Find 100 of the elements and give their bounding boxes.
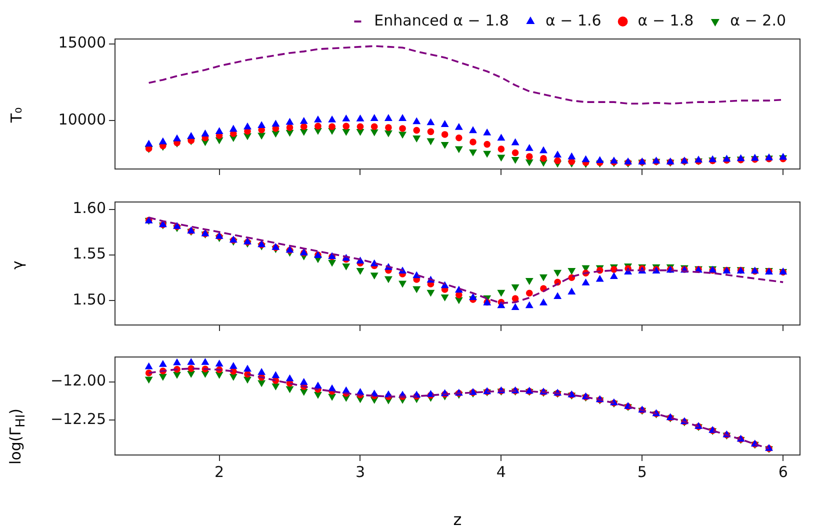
point	[539, 274, 548, 282]
point	[582, 155, 590, 162]
point	[314, 382, 322, 389]
point	[158, 374, 167, 381]
point	[328, 123, 336, 130]
point	[511, 138, 520, 146]
point	[187, 132, 196, 139]
point	[328, 394, 336, 401]
point	[370, 272, 378, 280]
point	[441, 131, 448, 138]
point	[526, 153, 533, 160]
point	[596, 274, 604, 282]
point	[525, 301, 534, 308]
point	[610, 272, 618, 280]
point	[427, 128, 434, 136]
point	[426, 118, 435, 126]
point	[398, 132, 407, 139]
point	[272, 383, 280, 390]
y-tick-label: 1.60	[72, 199, 106, 218]
x-tick-label: 3	[355, 462, 366, 481]
point	[173, 358, 181, 366]
point	[356, 123, 364, 130]
y-tick-label: 15000	[58, 34, 106, 52]
point	[456, 134, 462, 142]
point	[258, 121, 266, 128]
point	[456, 292, 462, 298]
point	[187, 358, 196, 365]
x-axis-title: z	[452, 510, 463, 529]
point	[244, 364, 252, 372]
point	[144, 376, 153, 384]
point	[229, 124, 238, 132]
point	[314, 392, 322, 399]
point	[229, 374, 238, 381]
point	[258, 380, 266, 388]
point	[342, 263, 350, 270]
legend-label: α − 1.6	[545, 11, 602, 30]
line-series	[148, 45, 784, 105]
point	[512, 295, 519, 302]
point	[568, 152, 576, 160]
point	[413, 126, 420, 134]
point	[483, 128, 492, 136]
y-axis-title: γ	[8, 260, 26, 270]
point	[540, 155, 547, 162]
point	[158, 137, 167, 144]
legend-label: Enhanced α − 1.8	[374, 11, 509, 30]
point	[470, 138, 476, 146]
point	[328, 115, 336, 122]
point	[511, 284, 520, 292]
point	[498, 146, 505, 152]
point	[568, 268, 576, 275]
point	[258, 368, 266, 375]
point	[384, 276, 392, 284]
point	[440, 294, 449, 302]
point	[779, 152, 788, 160]
point	[469, 126, 477, 134]
x-tick-label: 4	[496, 462, 506, 481]
point	[342, 128, 350, 136]
x-tick-label: 2	[214, 462, 224, 481]
point	[356, 114, 364, 122]
point	[201, 358, 210, 365]
point	[215, 360, 224, 367]
point	[412, 117, 421, 124]
point	[539, 146, 548, 154]
point	[525, 144, 534, 151]
y-tick-label: −12.00	[50, 372, 106, 390]
legend-label: α − 2.0	[730, 11, 786, 30]
point	[582, 278, 590, 286]
point	[440, 142, 449, 149]
point	[554, 150, 562, 158]
point	[469, 150, 477, 156]
point	[370, 114, 378, 121]
point	[300, 123, 308, 130]
y-tick-label: −12.25	[50, 410, 106, 428]
point	[469, 293, 477, 300]
point	[300, 116, 308, 124]
point	[314, 115, 322, 122]
point	[229, 362, 238, 369]
point	[426, 138, 435, 146]
point	[554, 270, 562, 277]
point	[314, 122, 322, 130]
y-axis-title: T₀	[8, 107, 26, 123]
point	[596, 156, 604, 164]
point	[370, 123, 378, 130]
point	[512, 149, 519, 156]
legend-label: α − 1.8	[638, 11, 694, 30]
point	[539, 298, 548, 306]
point	[483, 150, 492, 158]
point	[398, 114, 407, 121]
point	[454, 122, 463, 130]
point	[356, 268, 364, 275]
point	[384, 130, 392, 138]
point	[201, 130, 210, 136]
point	[497, 134, 506, 141]
point	[497, 154, 506, 162]
point	[525, 159, 534, 166]
point	[526, 290, 533, 297]
point	[568, 288, 576, 294]
point	[554, 292, 562, 300]
point	[173, 134, 181, 142]
point	[258, 132, 266, 140]
